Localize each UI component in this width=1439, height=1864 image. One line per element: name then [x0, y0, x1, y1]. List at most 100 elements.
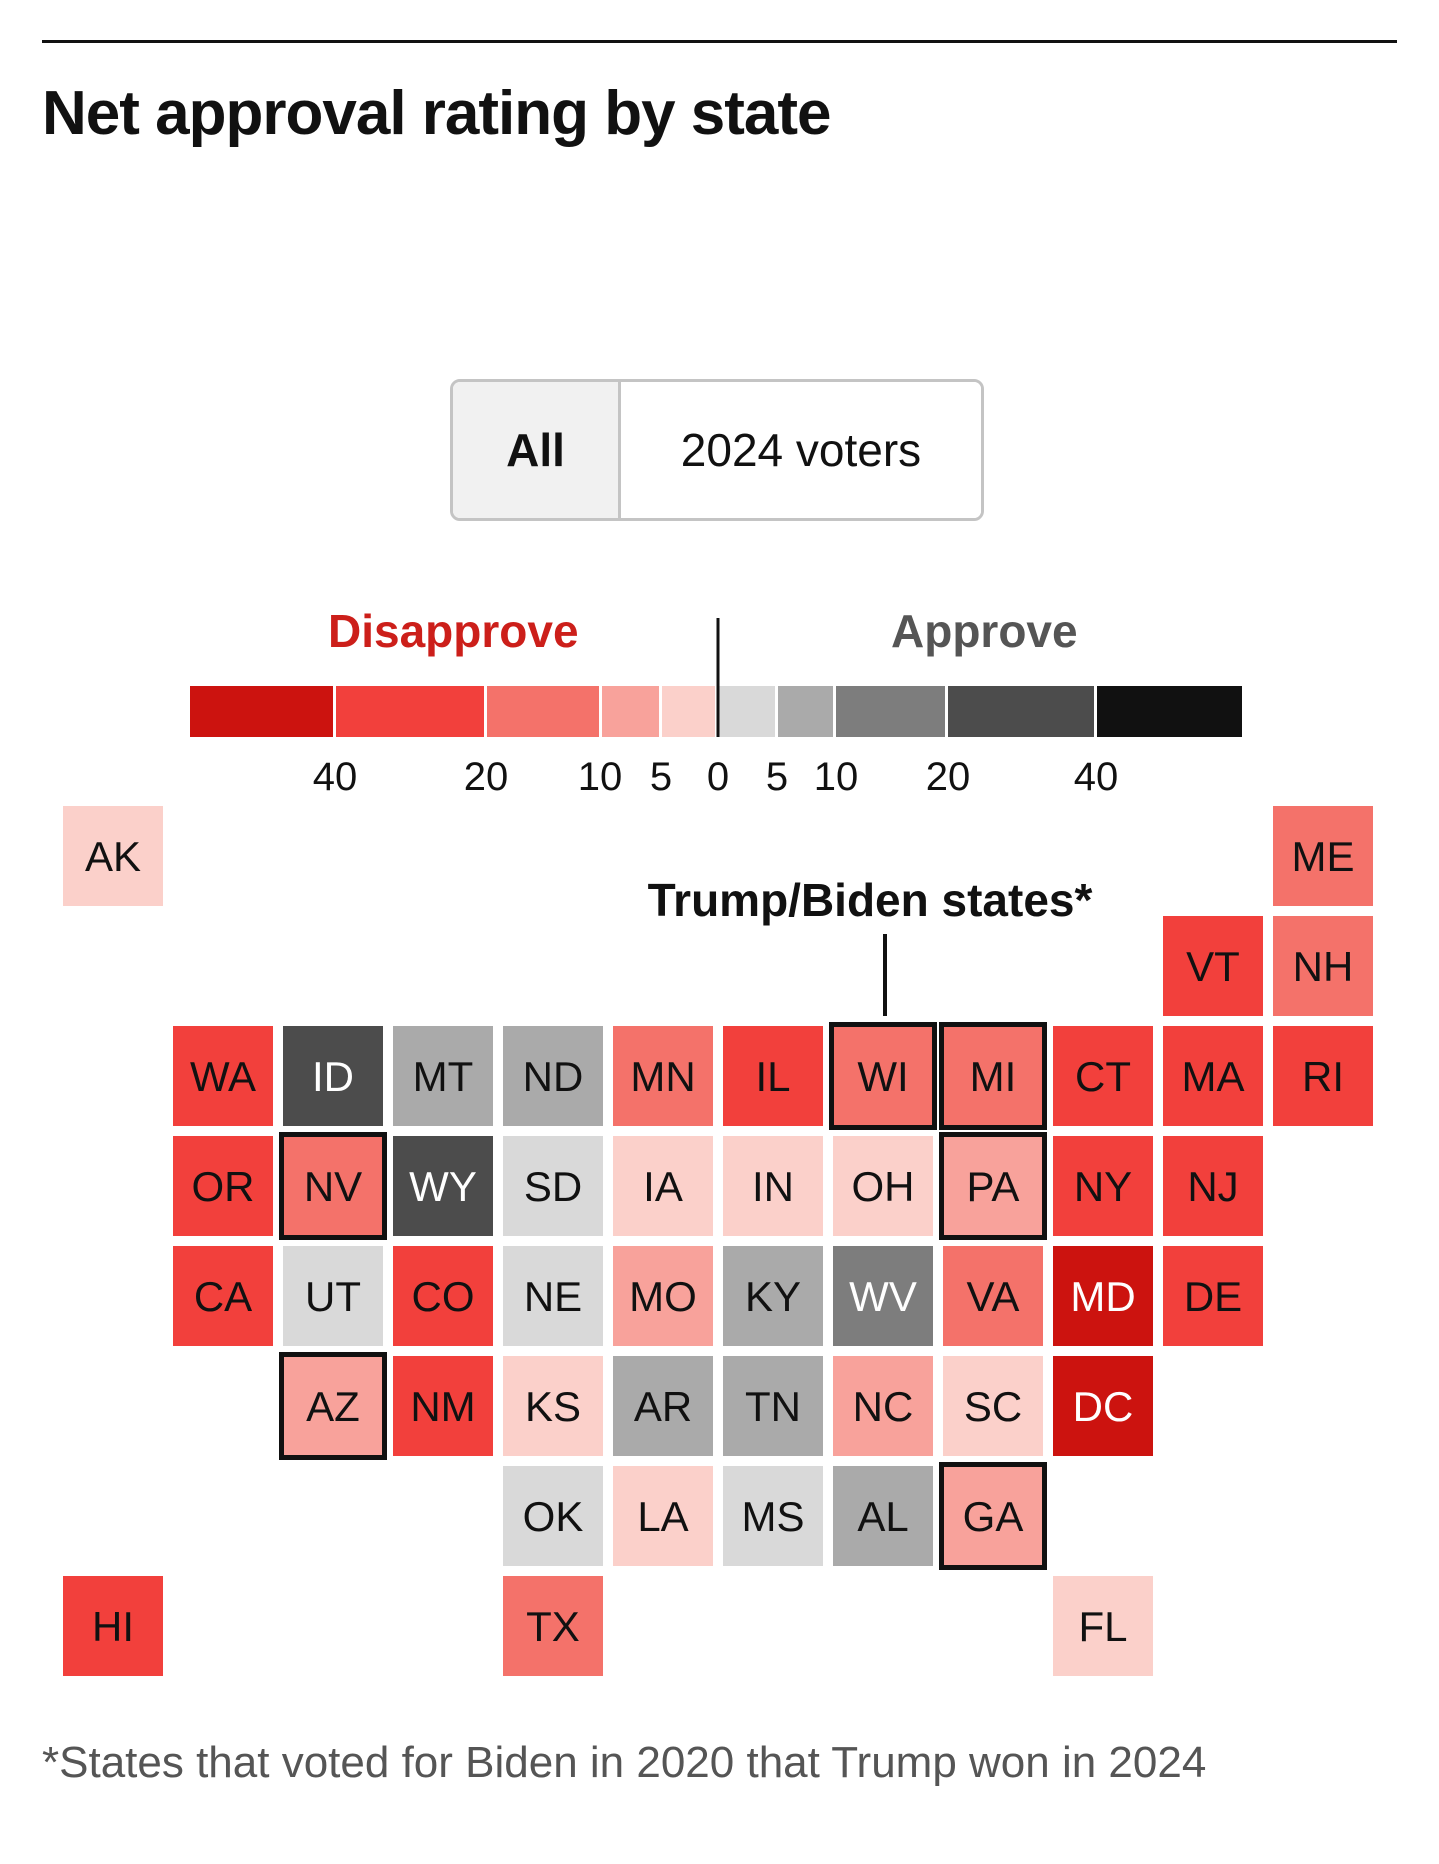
state-tile-la: [613, 1466, 713, 1566]
legend-tick-label: 20: [926, 755, 971, 799]
state-label-me: ME: [1292, 833, 1355, 880]
state-label-ak: AK: [85, 833, 141, 880]
state-tile-ne: [503, 1246, 603, 1346]
state-label-ct: CT: [1075, 1053, 1131, 1100]
state-label-ia: IA: [643, 1163, 683, 1210]
state-tile-hi: [63, 1576, 163, 1676]
state-tile-ga: [943, 1466, 1043, 1566]
state-tile-ut: [283, 1246, 383, 1346]
state-tile-sd: [503, 1136, 603, 1236]
toggle-2024-voters-button[interactable]: 2024 voters: [621, 382, 981, 518]
top-rule: [42, 40, 1397, 43]
state-label-mn: MN: [630, 1053, 695, 1100]
state-tile-va: [943, 1246, 1043, 1346]
state-label-de: DE: [1184, 1273, 1242, 1320]
state-label-nm: NM: [410, 1383, 475, 1430]
swing-state-outline-ga: [939, 1462, 1047, 1570]
swing-state-outline-az: [279, 1352, 387, 1460]
state-label-wy: WY: [409, 1163, 477, 1210]
state-label-dc: DC: [1073, 1383, 1134, 1430]
legend-bin-7: [778, 686, 833, 737]
state-label-ny: NY: [1074, 1163, 1132, 1210]
state-label-fl: FL: [1078, 1603, 1127, 1650]
state-tile-md: [1053, 1246, 1153, 1346]
state-tile-tx: [503, 1576, 603, 1676]
toggle-all-button[interactable]: All: [453, 382, 621, 518]
swing-state-outline-wi: [829, 1022, 937, 1130]
state-tile-ar: [613, 1356, 713, 1456]
state-tile-nv: [283, 1136, 383, 1236]
state-tile-ct: [1053, 1026, 1153, 1126]
state-tile-nc: [833, 1356, 933, 1456]
state-tile-nd: [503, 1026, 603, 1126]
state-tile-il: [723, 1026, 823, 1126]
state-label-or: OR: [192, 1163, 255, 1210]
legend-tick-label: 20: [464, 755, 509, 799]
state-label-sd: SD: [524, 1163, 582, 1210]
state-label-pa: PA: [967, 1163, 1020, 1210]
legend-tick-label: 10: [578, 755, 623, 799]
state-label-ri: RI: [1302, 1053, 1344, 1100]
state-tile-dc: [1053, 1356, 1153, 1456]
state-tile-tn: [723, 1356, 823, 1456]
state-label-vt: VT: [1186, 943, 1240, 990]
state-label-az: AZ: [306, 1383, 360, 1430]
state-tile-ny: [1053, 1136, 1153, 1236]
swing-state-outline-nv: [279, 1132, 387, 1240]
legend-bin-1: [190, 686, 333, 737]
legend-approve-label: Approve: [891, 605, 1078, 657]
state-tile-fl: [1053, 1576, 1153, 1676]
state-tile-or: [173, 1136, 273, 1236]
state-label-ok: OK: [523, 1493, 584, 1540]
state-tile-nh: [1273, 916, 1373, 1016]
footnote: *States that voted for Biden in 2020 tha…: [42, 1738, 1207, 1787]
state-tile-ma: [1163, 1026, 1263, 1126]
legend-bin-6: [718, 686, 775, 737]
state-label-ms: MS: [742, 1493, 805, 1540]
state-label-nv: NV: [304, 1163, 362, 1210]
state-tile-wi: [833, 1026, 933, 1126]
state-label-la: LA: [637, 1493, 688, 1540]
state-tile-ia: [613, 1136, 713, 1236]
legend-bin-4: [602, 686, 659, 737]
trump-biden-states-annotation: Trump/Biden states*: [648, 874, 1093, 926]
state-tile-me: [1273, 806, 1373, 906]
legend-bin-2: [336, 686, 484, 737]
state-label-mo: MO: [629, 1273, 697, 1320]
state-label-ut: UT: [305, 1273, 361, 1320]
state-label-nj: NJ: [1187, 1163, 1238, 1210]
state-tile-mo: [613, 1246, 713, 1346]
state-label-va: VA: [967, 1273, 1020, 1320]
state-label-ne: NE: [524, 1273, 582, 1320]
state-label-sc: SC: [964, 1383, 1022, 1430]
state-label-in: IN: [752, 1163, 794, 1210]
state-tile-id: [283, 1026, 383, 1126]
state-tile-al: [833, 1466, 933, 1566]
state-tile-ok: [503, 1466, 603, 1566]
state-tile-ks: [503, 1356, 603, 1456]
state-label-nh: NH: [1293, 943, 1354, 990]
state-tile-az: [283, 1356, 383, 1456]
state-label-hi: HI: [92, 1603, 134, 1650]
state-label-mt: MT: [413, 1053, 474, 1100]
state-label-al: AL: [857, 1493, 908, 1540]
state-label-mi: MI: [970, 1053, 1017, 1100]
state-label-ma: MA: [1182, 1053, 1245, 1100]
state-tile-ms: [723, 1466, 823, 1566]
chart-title: Net approval rating by state: [42, 79, 832, 148]
state-label-oh: OH: [852, 1163, 915, 1210]
legend-tick-label: 10: [814, 755, 859, 799]
state-label-ga: GA: [963, 1493, 1024, 1540]
legend-tick-label: 40: [313, 755, 358, 799]
state-label-ky: KY: [745, 1273, 801, 1320]
state-tile-mn: [613, 1026, 713, 1126]
state-label-tx: TX: [526, 1603, 580, 1650]
state-label-ca: CA: [194, 1273, 252, 1320]
swing-state-outline-mi: [939, 1022, 1047, 1130]
state-label-nc: NC: [853, 1383, 914, 1430]
state-tile-wv: [833, 1246, 933, 1346]
state-tile-vt: [1163, 916, 1263, 1016]
state-tile-ak: [63, 806, 163, 906]
state-label-md: MD: [1070, 1273, 1135, 1320]
